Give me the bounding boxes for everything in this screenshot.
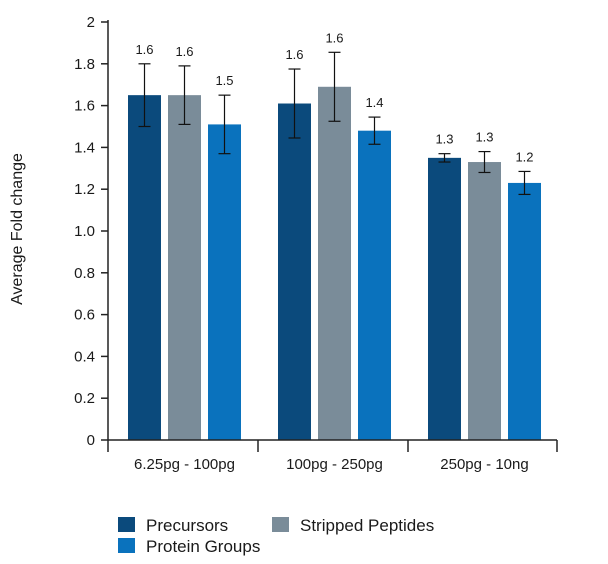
data-label: 1.6 xyxy=(135,42,153,57)
legend-swatch xyxy=(118,538,135,553)
data-label: 1.2 xyxy=(515,149,533,164)
bar xyxy=(278,103,311,440)
y-tick-label: 1.2 xyxy=(74,181,95,198)
bar xyxy=(208,124,241,440)
bar xyxy=(128,95,161,441)
y-axis-title: Average Fold change xyxy=(9,153,26,305)
data-label: 1.3 xyxy=(475,130,493,145)
y-tick-label: 1.4 xyxy=(74,139,95,156)
legend: Precursors Stripped Peptides Protein Group… xyxy=(118,516,434,556)
x-axis: 6.25pg - 100pg 100pg - 250pg 250pg - 10ng xyxy=(107,439,558,473)
y-tick-label: 1.0 xyxy=(74,223,95,240)
legend-label: Precursors xyxy=(146,516,228,535)
y-tick-label: 0.6 xyxy=(74,307,95,324)
legend-swatch xyxy=(272,517,289,532)
data-label: 1.4 xyxy=(365,95,383,110)
y-tick-label: 0.2 xyxy=(74,390,95,407)
bar xyxy=(468,162,501,440)
x-category-label: 250pg - 10ng xyxy=(440,456,528,473)
bar xyxy=(318,86,351,440)
x-category-label: 6.25pg - 100pg xyxy=(134,456,235,473)
y-tick-label: 1.8 xyxy=(74,56,95,73)
y-tick-label: 1.6 xyxy=(74,98,95,115)
data-label: 1.3 xyxy=(435,132,453,147)
data-label: 1.6 xyxy=(285,47,303,62)
bar xyxy=(168,95,201,441)
y-axis: 0 0.2 0.4 0.6 0.8 1.0 1.2 1.4 1.6 1.8 2 xyxy=(74,14,109,449)
legend-label: Stripped Peptides xyxy=(300,516,434,535)
y-tick-label: 2 xyxy=(87,14,95,31)
data-label: 1.6 xyxy=(175,44,193,59)
x-category-label: 100pg - 250pg xyxy=(286,456,383,473)
data-label: 1.6 xyxy=(325,30,343,45)
y-tick-label: 0.8 xyxy=(74,265,95,282)
legend-swatch xyxy=(118,517,135,532)
y-tick-label: 0.4 xyxy=(74,348,95,365)
bar xyxy=(358,130,391,440)
bar xyxy=(508,182,541,440)
y-tick-label: 0 xyxy=(87,432,95,449)
legend-label: Protein Groups xyxy=(146,537,260,556)
data-label: 1.5 xyxy=(215,73,233,88)
bars: 1.6 1.6 1.5 1.6 1.6 1.4 1.3 1.3 1.2 xyxy=(128,30,541,441)
bar xyxy=(428,157,461,440)
